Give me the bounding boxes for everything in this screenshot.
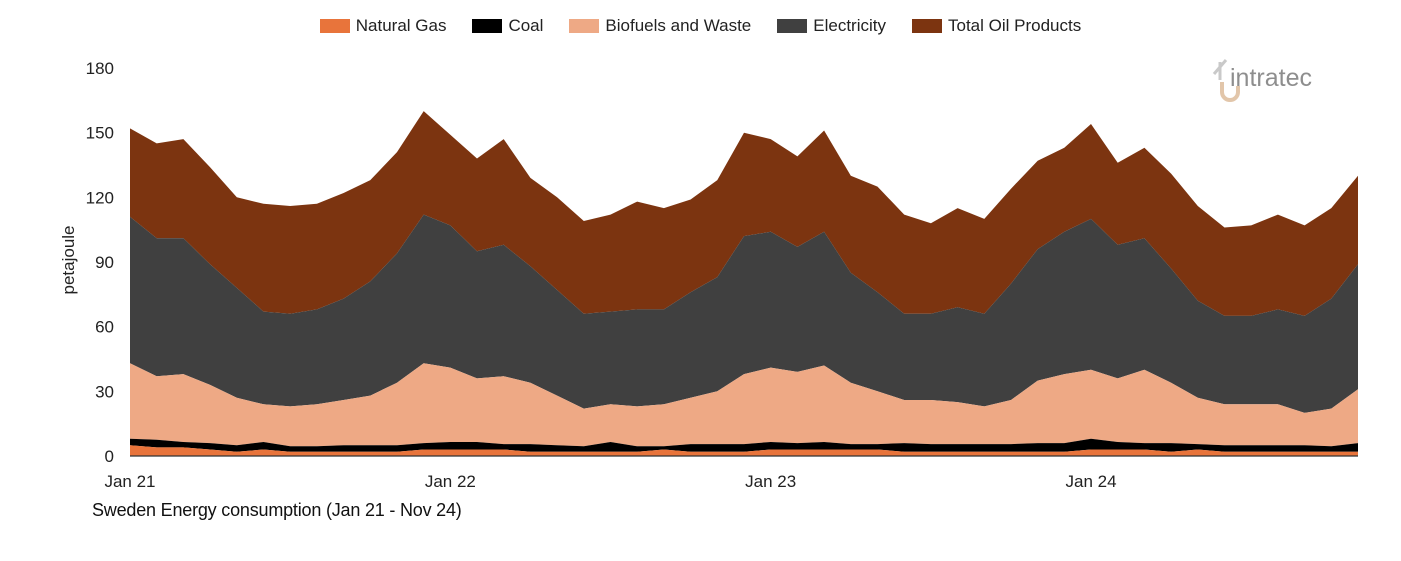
x-tick-label: Jan 24 [1066, 472, 1117, 491]
area-natural-gas[interactable] [130, 445, 1358, 456]
x-tick-label: Jan 23 [745, 472, 796, 491]
legend-swatch-coal [472, 19, 503, 33]
chart-areas [130, 111, 1358, 456]
legend-label-coal: Coal [508, 16, 544, 35]
intratec-logo: intratec [1212, 59, 1312, 102]
x-tick-label: Jan 22 [425, 472, 476, 491]
y-tick-label: 60 [95, 318, 114, 337]
legend-swatch-natural-gas [319, 19, 350, 33]
area-biofuels-and-waste[interactable] [130, 363, 1358, 447]
area-coal[interactable] [130, 438, 1358, 452]
y-tick-label: 90 [95, 253, 114, 272]
legend-item-oil[interactable]: Total Oil Products [912, 16, 1081, 36]
chart-legend: Natural Gas Coal Biofuels and Waste Elec… [0, 16, 1401, 36]
area-total-oil-products[interactable] [130, 111, 1358, 316]
legend-swatch-electricity [777, 19, 808, 33]
chart-caption: Sweden Energy consumption (Jan 21 - Nov … [92, 500, 462, 520]
logo-text: intratec [1230, 64, 1312, 92]
x-tick-label: Jan 21 [104, 472, 155, 491]
legend-label-biofuels: Biofuels and Waste [605, 16, 752, 35]
legend-label-natural-gas: Natural Gas [355, 16, 447, 35]
legend-label-electricity: Electricity [813, 16, 886, 35]
y-tick-label: 0 [105, 447, 114, 466]
legend-label-oil: Total Oil Products [948, 16, 1082, 35]
legend-swatch-biofuels [569, 19, 600, 33]
legend-item-electricity[interactable]: Electricity [777, 16, 886, 36]
y-tick-label: 180 [86, 59, 114, 78]
legend-item-natural-gas[interactable]: Natural Gas [319, 16, 447, 36]
y-axis-title: petajoule [59, 225, 78, 294]
x-axis-ticks: Jan 21 Jan 22 Jan 23 Jan 24 [104, 472, 1116, 491]
y-axis-ticks: 0 30 60 90 120 150 180 [86, 59, 114, 466]
y-tick-label: 150 [86, 124, 114, 143]
y-tick-label: 120 [86, 188, 114, 207]
legend-item-biofuels[interactable]: Biofuels and Waste [569, 16, 751, 36]
y-tick-label: 30 [95, 382, 114, 401]
area-electricity[interactable] [130, 214, 1358, 413]
legend-swatch-oil [912, 19, 942, 33]
legend-item-coal[interactable]: Coal [472, 16, 543, 36]
